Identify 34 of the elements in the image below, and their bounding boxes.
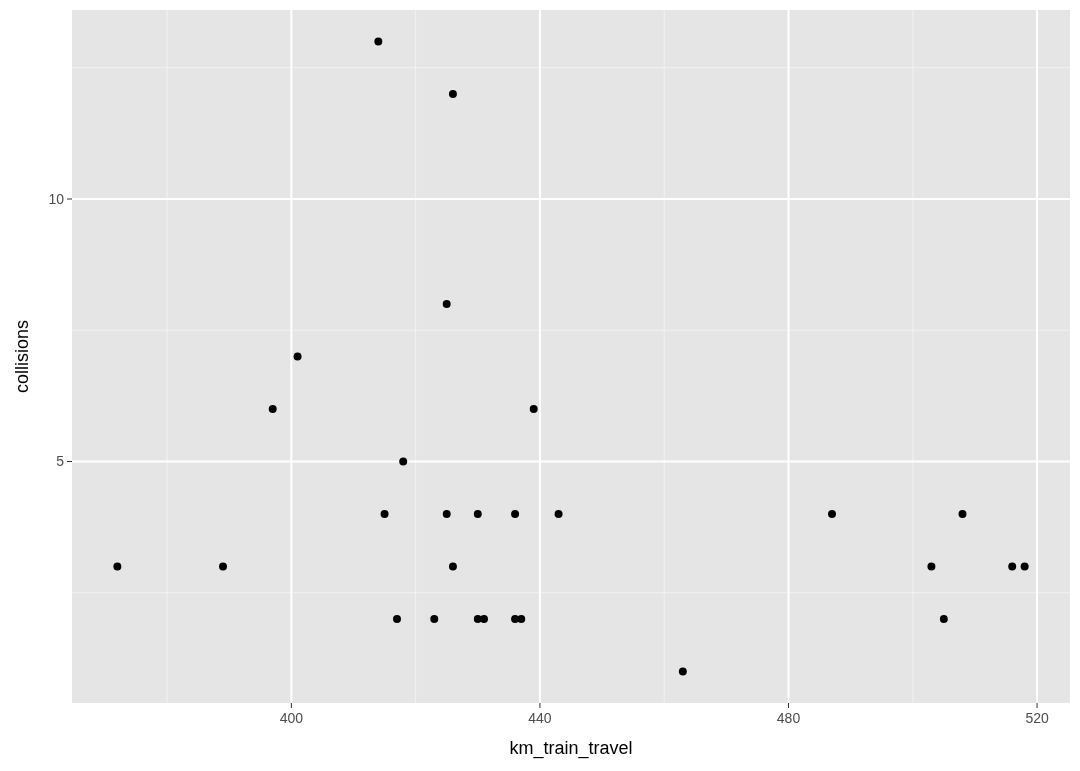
point [958, 510, 967, 518]
y-tick-label: 5 [56, 453, 65, 470]
point [828, 510, 836, 518]
point [529, 405, 538, 413]
point [939, 615, 948, 623]
x-tick-label: 520 [1025, 710, 1049, 726]
point [554, 510, 563, 518]
point [219, 562, 227, 571]
point [448, 90, 457, 98]
point [473, 510, 482, 518]
point [380, 510, 389, 518]
point [517, 615, 526, 623]
point [113, 562, 122, 571]
point [374, 37, 383, 46]
x-axis-title: km_train_travel [509, 738, 633, 759]
point [268, 405, 277, 413]
point [430, 615, 439, 623]
point [399, 457, 408, 466]
x-tick-label: 440 [528, 710, 552, 726]
point [393, 615, 401, 623]
point [1008, 562, 1017, 571]
y-axis-title: collisions [12, 319, 32, 394]
point [678, 667, 687, 676]
point [511, 510, 520, 518]
point [442, 300, 451, 308]
point [927, 562, 936, 571]
x-tick-label: 480 [776, 710, 801, 726]
point [442, 510, 451, 518]
point [448, 562, 457, 571]
y-tick-label: 10 [48, 190, 65, 207]
x-tick-label: 400 [279, 710, 304, 726]
point [1020, 562, 1029, 571]
point [480, 615, 488, 623]
point [293, 352, 302, 361]
